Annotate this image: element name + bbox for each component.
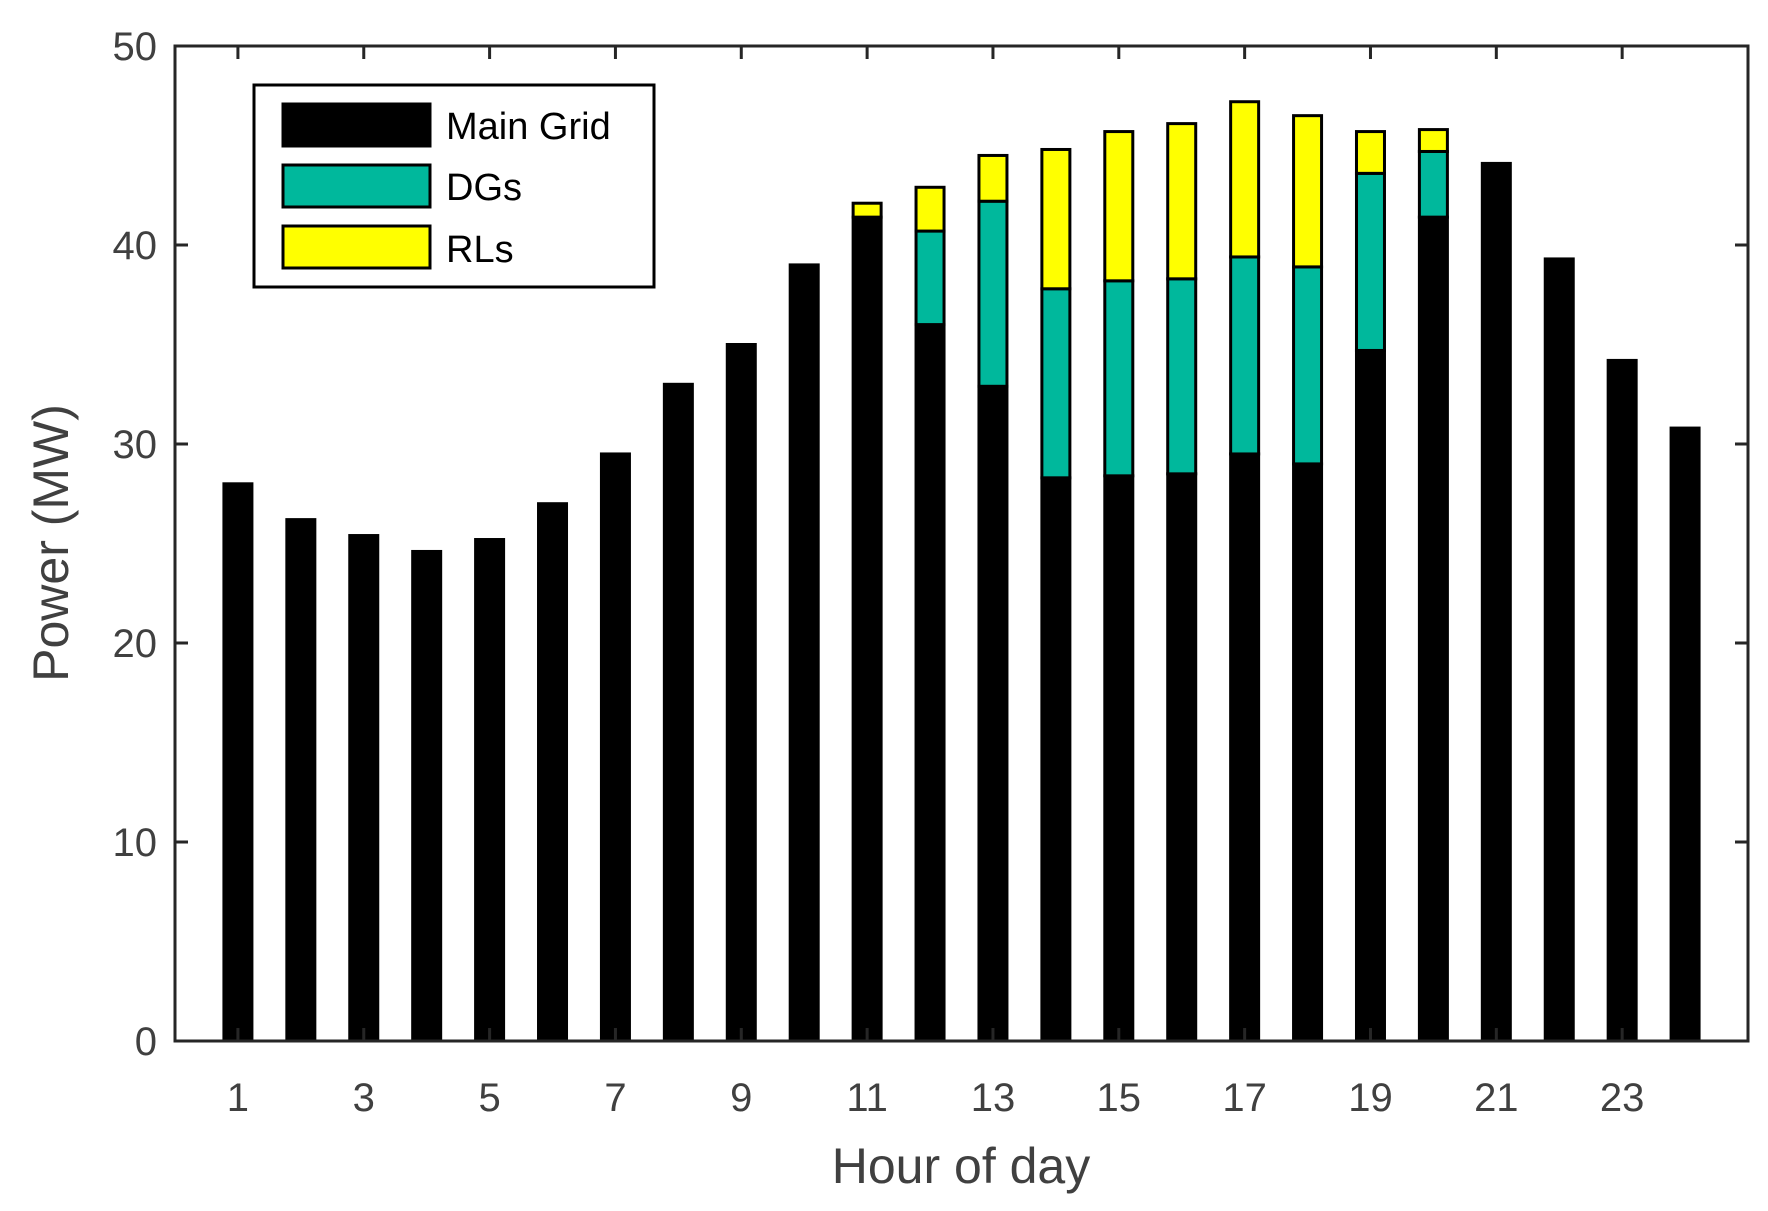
y-tick-label: 0 xyxy=(135,1020,157,1064)
legend-swatch-main-grid xyxy=(281,102,432,148)
legend-swatch-dgs xyxy=(281,163,432,209)
bar-main-grid-hour-17 xyxy=(1229,452,1261,1043)
x-tick-label: 23 xyxy=(1600,1076,1645,1120)
bar-rls-hour-17 xyxy=(1229,100,1261,259)
bar-dgs-hour-17 xyxy=(1229,255,1261,456)
bar-main-grid-hour-9 xyxy=(725,343,757,1043)
bar-main-grid-hour-8 xyxy=(662,382,694,1043)
bar-dgs-hour-16 xyxy=(1166,277,1198,476)
plot-area-frame xyxy=(173,44,1750,1043)
bar-main-grid-hour-23 xyxy=(1606,358,1638,1043)
x-tick-label: 19 xyxy=(1348,1076,1393,1120)
legend-label-dgs: DGs xyxy=(446,167,522,209)
bar-dgs-hour-20 xyxy=(1417,149,1449,219)
y-tick-label: 20 xyxy=(113,622,158,666)
x-tick-label: 3 xyxy=(353,1076,375,1120)
bar-rls-hour-18 xyxy=(1292,114,1324,269)
bar-main-grid-hour-19 xyxy=(1354,348,1386,1043)
legend-label-main-grid: Main Grid xyxy=(446,106,611,148)
bar-rls-hour-11 xyxy=(851,201,883,219)
y-tick-label: 50 xyxy=(113,25,158,69)
ticks-group xyxy=(175,44,1748,1043)
bar-dgs-hour-19 xyxy=(1354,171,1386,352)
x-tick-label: 11 xyxy=(846,1076,888,1120)
bar-main-grid-hour-5 xyxy=(474,538,506,1043)
bar-rls-hour-14 xyxy=(1040,147,1072,291)
bar-rls-hour-12 xyxy=(914,185,946,233)
x-tick-label: 15 xyxy=(1097,1076,1142,1120)
bar-main-grid-hour-1 xyxy=(222,482,254,1043)
bar-main-grid-hour-6 xyxy=(537,502,569,1043)
x-axis-label: Hour of day xyxy=(832,1138,1090,1194)
bar-main-grid-hour-21 xyxy=(1480,161,1512,1043)
bar-dgs-hour-18 xyxy=(1292,265,1324,466)
x-tick-label: 9 xyxy=(730,1076,752,1120)
x-tick-label: 21 xyxy=(1474,1076,1519,1120)
bar-main-grid-hour-2 xyxy=(285,518,317,1043)
bar-main-grid-hour-20 xyxy=(1417,215,1449,1043)
x-tick-label: 13 xyxy=(971,1076,1016,1120)
bar-main-grid-hour-14 xyxy=(1040,476,1072,1043)
legend-swatch-rls xyxy=(281,224,432,270)
y-tick-label: 30 xyxy=(113,423,158,467)
bar-rls-hour-13 xyxy=(977,153,1009,203)
bar-main-grid-hour-12 xyxy=(914,323,946,1043)
y-axis-label: Power (MW) xyxy=(23,404,79,682)
bar-main-grid-hour-10 xyxy=(788,263,820,1043)
bar-rls-hour-16 xyxy=(1166,122,1198,281)
bar-main-grid-hour-18 xyxy=(1292,462,1324,1043)
x-tick-label: 7 xyxy=(604,1076,626,1120)
bar-dgs-hour-15 xyxy=(1103,279,1135,478)
y-tick-label: 10 xyxy=(113,821,158,865)
bar-main-grid-hour-7 xyxy=(599,452,631,1043)
bar-rls-hour-15 xyxy=(1103,130,1135,283)
bar-main-grid-hour-22 xyxy=(1543,257,1575,1043)
bar-dgs-hour-12 xyxy=(914,229,946,327)
bar-main-grid-hour-11 xyxy=(851,215,883,1043)
bar-main-grid-hour-3 xyxy=(348,534,380,1043)
legend-label-rls: RLs xyxy=(446,229,514,271)
legend: Main Grid DGs RLs xyxy=(252,83,656,289)
bar-dgs-hour-13 xyxy=(977,199,1009,388)
x-tick-label: 5 xyxy=(478,1076,500,1120)
bar-rls-hour-19 xyxy=(1354,130,1386,175)
bar-main-grid-hour-4 xyxy=(411,549,443,1043)
bar-main-grid-hour-24 xyxy=(1669,426,1701,1043)
bar-main-grid-hour-16 xyxy=(1166,472,1198,1043)
bar-dgs-hour-14 xyxy=(1040,287,1072,480)
bar-rls-hour-20 xyxy=(1417,128,1449,153)
x-tick-label: 17 xyxy=(1222,1076,1267,1120)
x-tick-label: 1 xyxy=(227,1076,249,1120)
bar-main-grid-hour-13 xyxy=(977,384,1009,1043)
y-tick-label: 40 xyxy=(113,224,158,268)
bar-main-grid-hour-15 xyxy=(1103,474,1135,1043)
